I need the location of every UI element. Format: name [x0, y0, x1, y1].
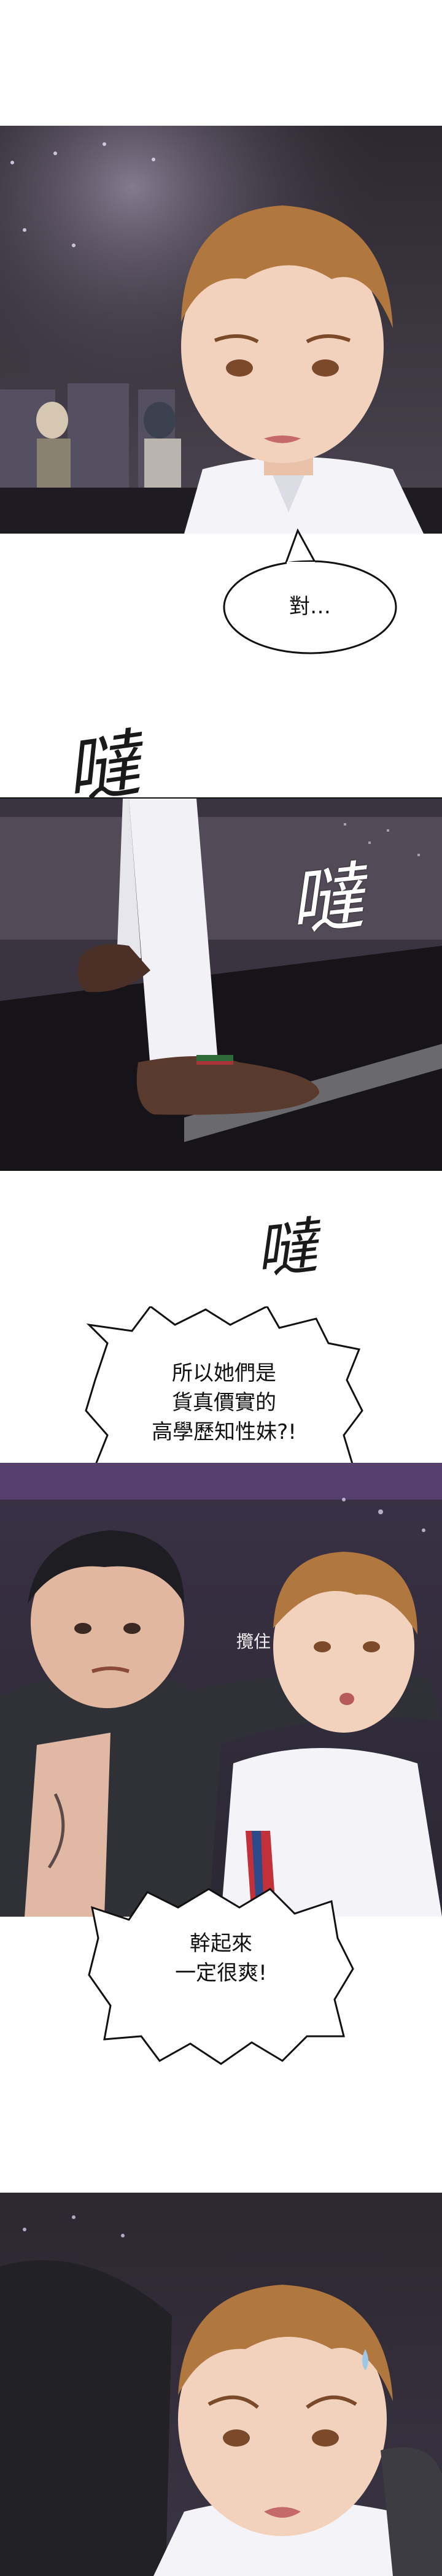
side-arm — [381, 2447, 442, 2576]
shoe-back — [77, 944, 150, 992]
sfx-tap-2: 噠 — [285, 854, 368, 947]
sfx-embrace: 攬住 — [236, 1631, 271, 1652]
bubble-2-line-2: 貨真價實的 — [172, 1390, 276, 1415]
bubble-1-shape — [223, 528, 397, 654]
speech-bubble-3: 幹起來 一定很爽! — [86, 1883, 356, 2067]
city-lights — [0, 817, 442, 940]
speech-bubble-1: 對… — [218, 527, 402, 659]
panel-1-art — [0, 126, 442, 534]
bubble-3-shape — [88, 1888, 354, 2065]
bubble-1-line-1: 對… — [289, 594, 331, 619]
sfx-tap-3: 噠 — [252, 1210, 320, 1288]
panel-1 — [0, 126, 442, 534]
main-character — [181, 205, 424, 534]
panel-3 — [0, 1463, 442, 1917]
shoe-front — [136, 1055, 319, 1115]
sweat-drop — [362, 2349, 368, 2371]
ceiling-lights — [10, 142, 155, 247]
panel-2 — [0, 797, 442, 1171]
panel-2-art — [0, 799, 442, 1170]
trousers — [117, 799, 218, 1068]
bulky-man — [0, 1530, 221, 1917]
bubble-3-line-1: 幹起來 — [190, 1931, 252, 1956]
main-character — [221, 1552, 442, 1917]
bubble-3-line-2: 一定很爽! — [175, 1961, 267, 1985]
bubble-2-line-3: 高學歷知性妹?! — [152, 1420, 297, 1444]
panel-4-art — [0, 2193, 442, 2576]
panel-4 — [0, 2193, 442, 2576]
panel-3-art — [0, 1463, 442, 1917]
main-character — [153, 2285, 442, 2576]
bubble-2-line-1: 所以她們是 — [172, 1361, 276, 1386]
background-people — [36, 402, 181, 494]
dark-shoulder — [0, 2260, 172, 2576]
